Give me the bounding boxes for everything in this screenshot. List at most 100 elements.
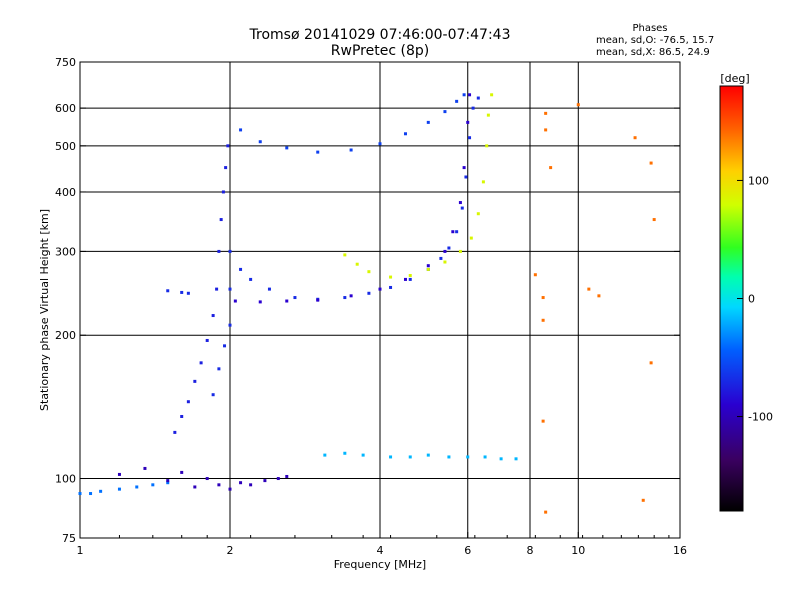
- data-point: [78, 492, 82, 496]
- data-point: [389, 285, 393, 289]
- colorbar-label: [deg]: [720, 72, 749, 85]
- data-points: [78, 93, 656, 514]
- data-point: [263, 479, 267, 483]
- data-point: [285, 146, 289, 150]
- data-point: [316, 298, 320, 302]
- data-point: [199, 361, 203, 365]
- data-point: [462, 166, 466, 170]
- data-point: [403, 277, 407, 281]
- data-point: [117, 472, 121, 476]
- data-point: [541, 419, 545, 423]
- data-point: [486, 113, 490, 117]
- data-point: [349, 294, 353, 298]
- data-point: [186, 400, 190, 404]
- data-point: [135, 485, 139, 489]
- chart-subtitle: RwPretec (8p): [331, 43, 429, 59]
- chart-title: Tromsø 20141029 07:46:00-07:47:43: [249, 27, 511, 43]
- data-point: [258, 140, 262, 144]
- data-point: [378, 142, 382, 146]
- data-point: [458, 201, 462, 205]
- data-point: [223, 344, 227, 348]
- y-tick-label: 750: [55, 56, 76, 69]
- data-point: [468, 93, 472, 97]
- y-tick-label: 75: [62, 532, 76, 545]
- data-point: [466, 120, 470, 124]
- data-point: [193, 379, 197, 383]
- data-point: [471, 106, 475, 110]
- data-point: [367, 291, 371, 295]
- x-tick-label: 10: [571, 544, 585, 557]
- data-point: [549, 166, 553, 170]
- data-point: [285, 474, 289, 478]
- y-tick-label: 300: [55, 245, 76, 258]
- data-point: [389, 275, 393, 279]
- data-point: [151, 483, 155, 487]
- colorbar-tick-label: 0: [748, 293, 755, 306]
- grid-lines: [80, 62, 680, 538]
- data-point: [228, 249, 232, 253]
- data-point: [239, 128, 243, 132]
- data-point: [355, 262, 359, 266]
- data-point: [476, 212, 480, 216]
- data-point: [426, 453, 430, 457]
- data-point: [458, 249, 462, 253]
- data-point: [239, 481, 243, 485]
- data-point: [533, 273, 537, 277]
- x-axis-label: Frequency [MHz]: [334, 558, 426, 571]
- x-tick-label: 4: [377, 544, 384, 557]
- data-point: [544, 111, 548, 115]
- data-point: [426, 264, 430, 268]
- data-point: [541, 318, 545, 322]
- data-point: [389, 455, 393, 459]
- y-tick-label: 400: [55, 186, 76, 199]
- data-point: [89, 492, 93, 496]
- data-point: [476, 96, 480, 100]
- colorbar-ticks: 100 0 -100: [737, 174, 773, 424]
- data-point: [455, 99, 459, 103]
- data-point: [316, 150, 320, 154]
- data-point: [285, 299, 289, 303]
- colorbar: [deg] 100 0 -100: [719, 72, 773, 512]
- y-axis-label: Stationary phase Virtual Height [km]: [38, 209, 51, 411]
- data-point: [464, 175, 468, 179]
- data-point: [99, 489, 103, 493]
- data-point: [483, 455, 487, 459]
- data-point: [514, 457, 518, 461]
- data-point: [217, 483, 221, 487]
- phase-stats-x: mean, sd,X: 86.5, 24.9: [596, 47, 710, 58]
- data-point: [166, 481, 170, 485]
- data-point: [258, 300, 262, 304]
- data-point: [408, 455, 412, 459]
- data-point: [426, 120, 430, 124]
- data-point: [426, 267, 430, 271]
- phase-stats: Phases mean, sd,O: -76.5, 15.7 mean, sd,…: [596, 23, 714, 58]
- data-point: [166, 479, 170, 483]
- data-point: [587, 287, 591, 291]
- data-point: [143, 466, 147, 470]
- data-point: [205, 477, 209, 481]
- phase-stats-o: mean, sd,O: -76.5, 15.7: [596, 35, 714, 46]
- data-point: [641, 498, 645, 502]
- data-point: [469, 236, 473, 240]
- data-point: [455, 230, 459, 234]
- data-point: [439, 256, 443, 260]
- data-point: [443, 260, 447, 264]
- y-axis: 75 100 200 300 400 500 600 750: [55, 56, 680, 545]
- data-point: [544, 510, 548, 514]
- data-point: [403, 132, 407, 136]
- colorbar-tick-label: -100: [748, 411, 773, 424]
- data-point: [447, 455, 451, 459]
- data-point: [249, 483, 253, 487]
- data-point: [378, 287, 382, 291]
- data-point: [485, 144, 489, 148]
- data-point: [211, 314, 215, 318]
- data-point: [228, 287, 232, 291]
- data-point: [323, 453, 327, 457]
- colorbar-tick-label: 100: [748, 174, 769, 187]
- x-tick-label: 16: [673, 544, 687, 557]
- data-point: [211, 393, 215, 397]
- data-point: [233, 299, 237, 303]
- data-point: [217, 249, 221, 253]
- data-point: [652, 218, 656, 222]
